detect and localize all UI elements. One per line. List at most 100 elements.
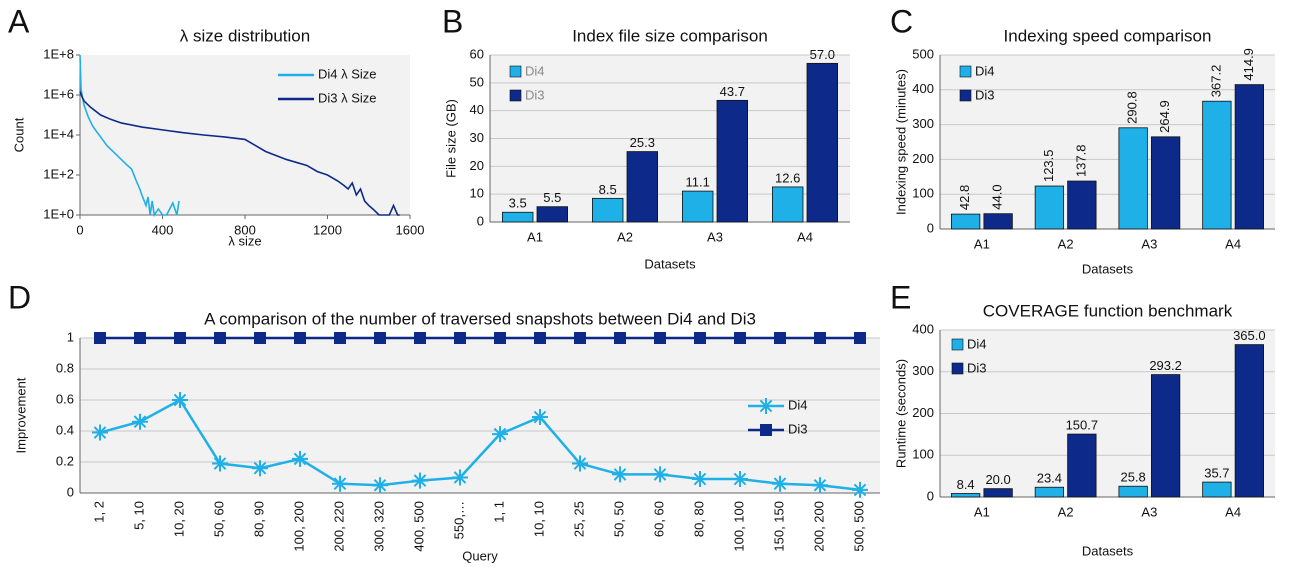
x-tick-label: 1600 — [396, 222, 425, 237]
y-tick-label: 1E+0 — [43, 206, 74, 221]
marker — [132, 413, 148, 430]
value-label: 365.0 — [1233, 328, 1266, 343]
bar — [716, 99, 749, 223]
marker — [374, 332, 386, 344]
bar — [536, 206, 569, 223]
bar — [1034, 185, 1065, 230]
marker — [492, 426, 508, 443]
x-tick-label: A4 — [797, 229, 813, 244]
y-tick-label: 0.4 — [56, 422, 74, 437]
value-label: 42.8 — [957, 185, 972, 210]
bar — [951, 213, 981, 230]
legend-label: Di4 — [525, 63, 545, 78]
marker — [532, 409, 548, 426]
y-tick-label: 100 — [912, 186, 934, 201]
x-tick-label: 50, 50 — [611, 501, 626, 537]
legend-label: Di4 — [975, 63, 995, 78]
x-tick-label: A2 — [617, 229, 633, 244]
marker — [854, 332, 866, 344]
panel-label: D — [8, 279, 31, 315]
legend-swatch — [951, 338, 964, 351]
x-tick-label: 100, 200 — [291, 501, 306, 552]
bar — [1067, 433, 1097, 498]
bar — [1118, 127, 1148, 230]
panel-label: A — [8, 3, 30, 39]
value-label: 20.0 — [985, 472, 1010, 487]
y-tick-label: 200 — [912, 151, 934, 166]
bar — [951, 493, 981, 498]
legend-label: Di4 λ Size — [318, 66, 377, 81]
y-tick-label: 300 — [912, 363, 934, 378]
marker — [252, 460, 268, 477]
y-tick-label: 200 — [912, 405, 934, 420]
value-label: 8.5 — [599, 182, 617, 197]
x-axis-title: Query — [462, 548, 498, 563]
value-label: 43.7 — [720, 84, 745, 99]
value-label: 123.5 — [1041, 149, 1056, 182]
x-tick-label: A3 — [707, 229, 723, 244]
x-tick-label: 400, 500 — [411, 501, 426, 552]
bar — [1067, 180, 1097, 230]
y-axis-title: Count — [11, 117, 26, 152]
bar — [1202, 481, 1232, 498]
bar — [1150, 374, 1181, 498]
value-label: 25.3 — [630, 135, 655, 150]
y-tick-label: 60 — [470, 46, 484, 61]
x-tick-label: 200, 200 — [811, 501, 826, 552]
y-tick-label: 0 — [477, 213, 484, 228]
marker — [94, 332, 106, 344]
marker — [774, 332, 786, 344]
legend-label: Di4 — [788, 397, 808, 412]
x-axis-title: λ size — [228, 233, 261, 248]
value-label: 367.2 — [1208, 65, 1223, 98]
x-tick-label: A2 — [1058, 504, 1074, 519]
value-label: 57.0 — [810, 47, 835, 62]
legend-swatch — [509, 89, 522, 102]
value-label: 44.0 — [990, 184, 1005, 209]
marker — [454, 332, 466, 344]
value-label: 150.7 — [1066, 418, 1099, 433]
marker — [692, 471, 708, 488]
bar — [1234, 84, 1265, 230]
y-tick-label: 30 — [470, 130, 484, 145]
value-label: 290.8 — [1125, 91, 1140, 124]
x-tick-label: 0 — [76, 222, 83, 237]
x-tick-label: 10, 10 — [531, 501, 546, 537]
x-tick-label: 1, 2 — [91, 501, 106, 523]
bar — [1118, 485, 1148, 498]
bar — [592, 197, 624, 223]
y-tick-label: 0.2 — [56, 453, 74, 468]
marker — [292, 450, 308, 467]
x-tick-label: 300, 320 — [371, 501, 386, 552]
marker — [734, 332, 746, 344]
legend-label: Di3 — [967, 360, 987, 375]
y-tick-label: 1 — [67, 329, 74, 344]
marker — [654, 332, 666, 344]
x-tick-label: 50, 60 — [211, 501, 226, 537]
y-tick-label: 0.6 — [56, 391, 74, 406]
x-tick-label: 500, 500 — [851, 501, 866, 552]
marker — [852, 481, 868, 498]
bar — [501, 211, 534, 223]
marker — [534, 332, 546, 344]
value-label: 137.8 — [1073, 144, 1088, 177]
x-tick-label: 1, 1 — [491, 501, 506, 523]
x-tick-label: 400 — [152, 222, 174, 237]
value-label: 12.6 — [775, 170, 800, 185]
marker — [212, 455, 228, 472]
marker — [134, 332, 146, 344]
y-tick-label: 40 — [470, 102, 484, 117]
legend-label: Di4 — [967, 336, 987, 351]
legend-marker — [760, 424, 772, 436]
y-tick-label: 500 — [912, 46, 934, 61]
plot-area — [80, 55, 410, 215]
x-tick-label: A4 — [1225, 236, 1241, 251]
bar — [772, 186, 804, 223]
y-tick-label: 300 — [912, 116, 934, 131]
bar — [1202, 100, 1232, 230]
marker — [732, 471, 748, 488]
legend-swatch — [509, 65, 522, 78]
value-label: 35.7 — [1204, 466, 1229, 481]
y-tick-label: 1E+6 — [43, 86, 74, 101]
value-label: 414.9 — [1241, 48, 1256, 81]
